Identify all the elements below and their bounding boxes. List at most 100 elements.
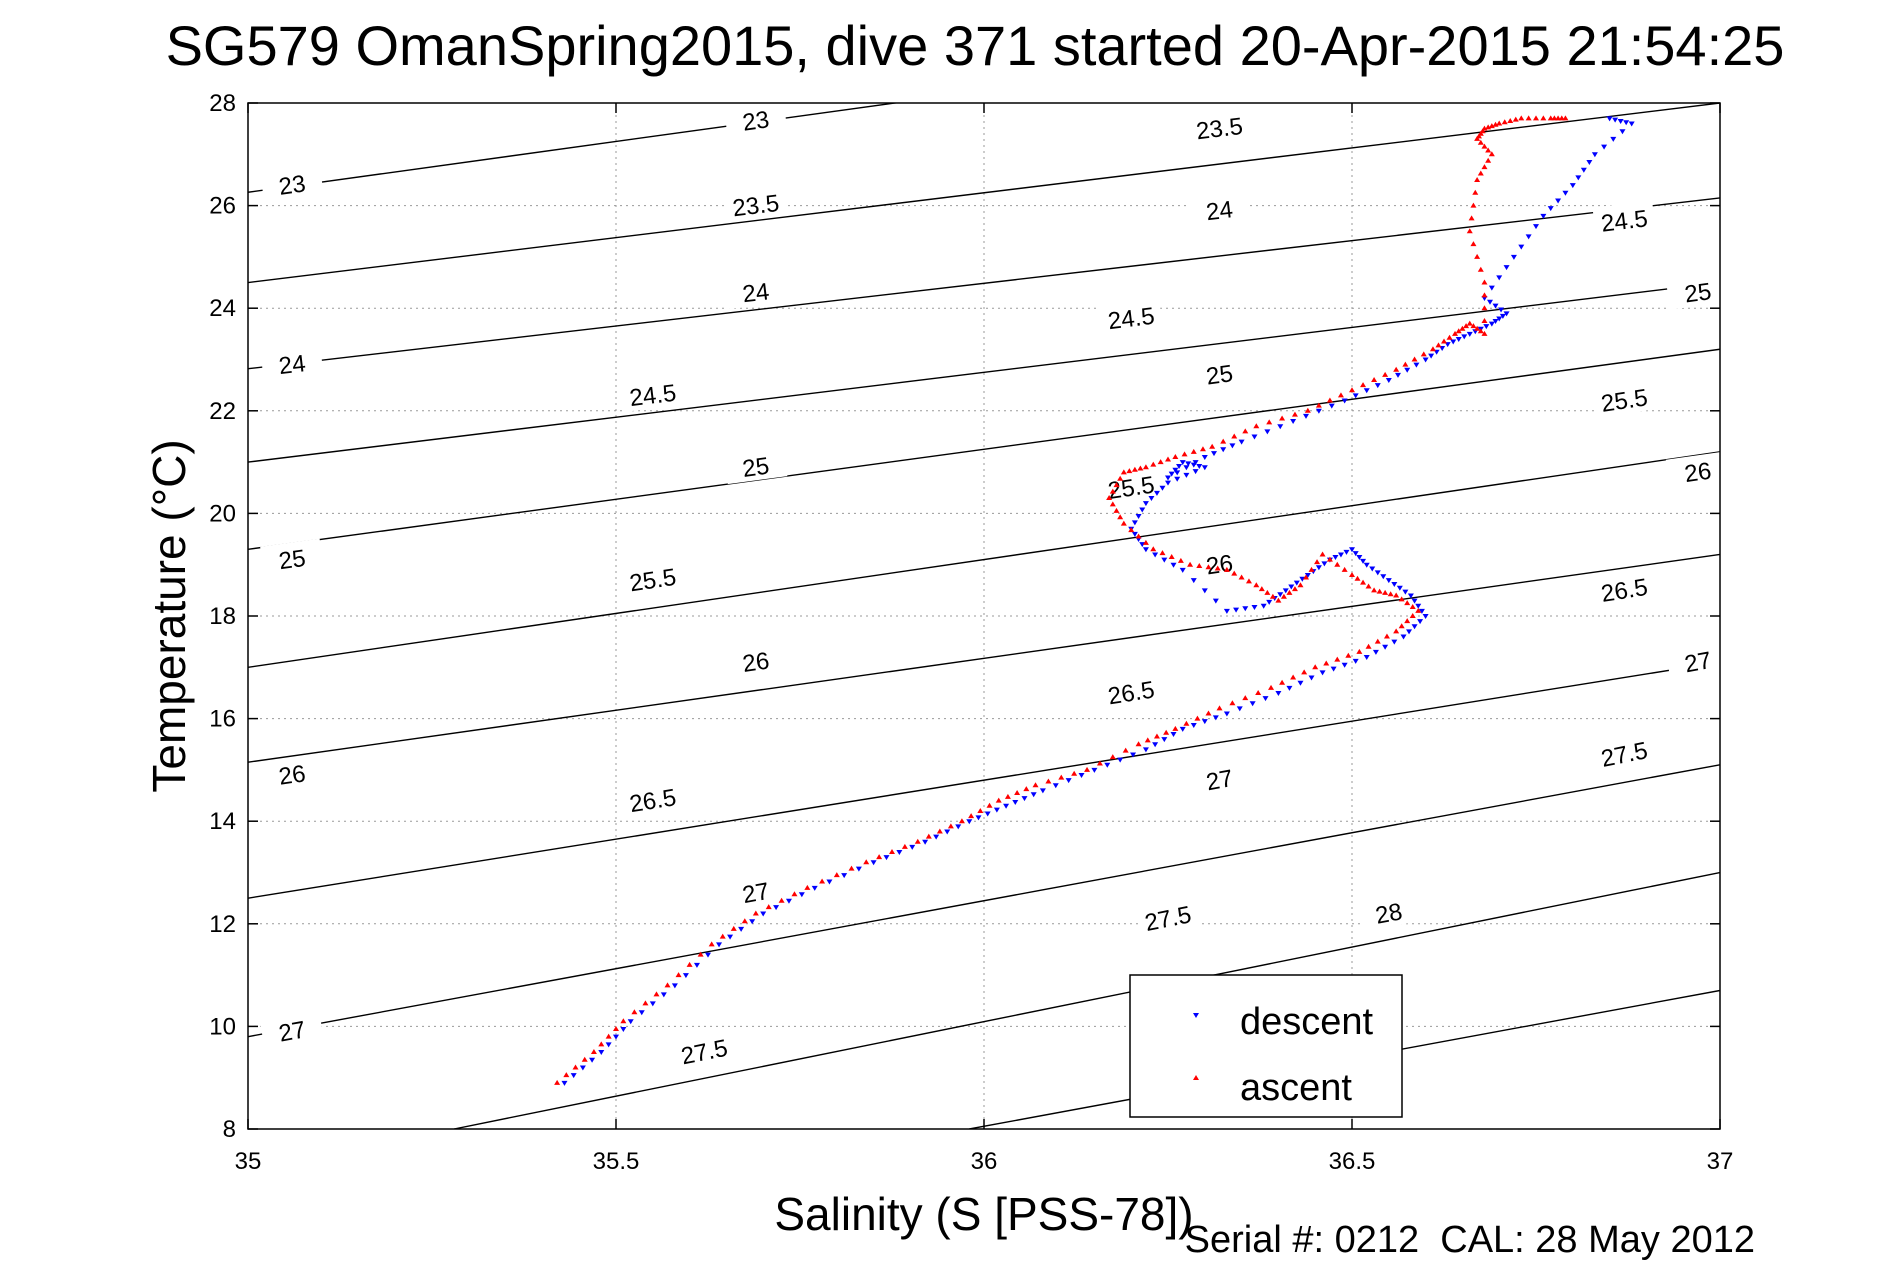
- density-contour-label: 27: [1204, 765, 1235, 796]
- descent-point: [1003, 803, 1010, 809]
- ascent-point: [1323, 660, 1330, 666]
- descent-point: [1117, 757, 1124, 763]
- descent-point: [1315, 565, 1322, 571]
- ascent-point: [1468, 215, 1475, 221]
- descent-point: [811, 885, 818, 891]
- ascent-point: [1312, 664, 1319, 670]
- ascent-point: [1187, 561, 1194, 567]
- descent-point: [1212, 715, 1219, 721]
- ascent-point: [620, 1018, 627, 1024]
- ascent-point: [1058, 774, 1065, 780]
- descent-point: [1382, 644, 1389, 650]
- descent-point: [649, 1001, 656, 1007]
- ascent-point: [1194, 715, 1201, 721]
- ascent-point: [719, 933, 726, 939]
- ascent-point: [1481, 125, 1488, 131]
- density-contour-line: [248, 553, 1720, 763]
- serial-cal-footer: Serial #: 0212 CAL: 28 May 2012: [1185, 1219, 1755, 1261]
- ascent-point: [936, 828, 943, 834]
- ascent-point: [1349, 387, 1355, 393]
- ascent-point: [1165, 456, 1171, 462]
- descent-point: [1286, 685, 1293, 691]
- descent-point: [1201, 454, 1208, 460]
- descent-point: [1492, 303, 1499, 309]
- descent-point: [909, 844, 916, 850]
- descent-point: [1251, 434, 1258, 440]
- ascent-point: [804, 884, 811, 890]
- descent-point: [693, 962, 700, 968]
- descent-point: [1142, 501, 1149, 507]
- ascent-point: [819, 878, 826, 884]
- descent-point: [1201, 465, 1208, 471]
- descent-point: [660, 992, 667, 998]
- ascent-point: [1196, 562, 1203, 568]
- descent-point: [1488, 321, 1495, 327]
- ascent-point: [1183, 720, 1190, 726]
- ascent-point: [1004, 793, 1011, 799]
- y-tick-label: 28: [209, 90, 236, 117]
- density-contour-label: 25: [741, 453, 771, 483]
- density-label-bg: [1665, 271, 1730, 310]
- ascent-point: [1163, 729, 1170, 735]
- ascent-point: [1356, 648, 1363, 654]
- descent-point: [1030, 792, 1037, 798]
- descent-point: [1374, 383, 1381, 389]
- ascent-point: [1512, 116, 1519, 122]
- ascent-point: [1314, 559, 1321, 565]
- ascent-point: [1393, 366, 1400, 372]
- ascent-point: [1485, 124, 1492, 130]
- data-points: [554, 115, 1635, 1086]
- descent-point: [1356, 555, 1363, 561]
- descent-point: [1496, 316, 1503, 322]
- ascent-point: [653, 991, 660, 997]
- ascent-point: [1096, 760, 1103, 766]
- descent-point: [1569, 183, 1576, 189]
- descent-point: [1238, 439, 1245, 445]
- density-label-bg: [1591, 731, 1657, 774]
- y-tick-label: 8: [223, 1116, 236, 1143]
- ascent-point: [1477, 328, 1484, 334]
- ascent-point: [1268, 684, 1275, 690]
- ascent-point: [1518, 115, 1525, 121]
- density-contour-label: 25: [1683, 278, 1713, 308]
- ascent-point: [741, 918, 748, 924]
- ascent-point: [1477, 139, 1484, 145]
- ascent-point: [1477, 170, 1484, 176]
- descent-point: [1139, 542, 1146, 548]
- ascent-point: [1455, 328, 1462, 334]
- descent-point: [1161, 737, 1168, 743]
- descent-point: [955, 824, 962, 830]
- ascent-point: [1117, 514, 1124, 520]
- descent-point: [1555, 198, 1562, 204]
- ascent-point: [1023, 786, 1030, 792]
- x-tick-label: 37: [1707, 1148, 1734, 1175]
- ascent-point: [1231, 433, 1238, 439]
- ascent-point: [1337, 392, 1344, 398]
- density-contour-label: 24.5: [1600, 205, 1650, 237]
- descent-point: [1297, 680, 1304, 686]
- density-contour-label: 23: [277, 170, 307, 200]
- ascent-point: [1398, 596, 1405, 602]
- y-tick-label: 12: [209, 911, 236, 938]
- descent-point: [1503, 311, 1510, 317]
- density-label-bg: [724, 185, 788, 223]
- density-contour-label: 25.5: [628, 564, 678, 597]
- descent-point: [826, 879, 833, 885]
- ascent-point: [1205, 710, 1212, 716]
- ascent-point: [1150, 546, 1157, 552]
- descent-point: [1461, 334, 1468, 340]
- ascent-point: [1365, 583, 1372, 589]
- ascent-point: [1113, 507, 1120, 513]
- density-contour-label: 25: [1205, 360, 1235, 390]
- descent-point: [1341, 662, 1348, 668]
- ascent-point: [1481, 292, 1488, 298]
- ascent-point: [947, 823, 954, 829]
- ascent-point: [1238, 574, 1245, 580]
- ascent-point: [1474, 135, 1481, 141]
- ascent-point: [1084, 766, 1091, 772]
- density-contour-label: 23: [741, 106, 771, 136]
- descent-point: [1411, 624, 1418, 630]
- density-contour-label: 23.5: [731, 190, 781, 222]
- descent-point: [1264, 429, 1271, 435]
- descent-point: [1211, 451, 1217, 457]
